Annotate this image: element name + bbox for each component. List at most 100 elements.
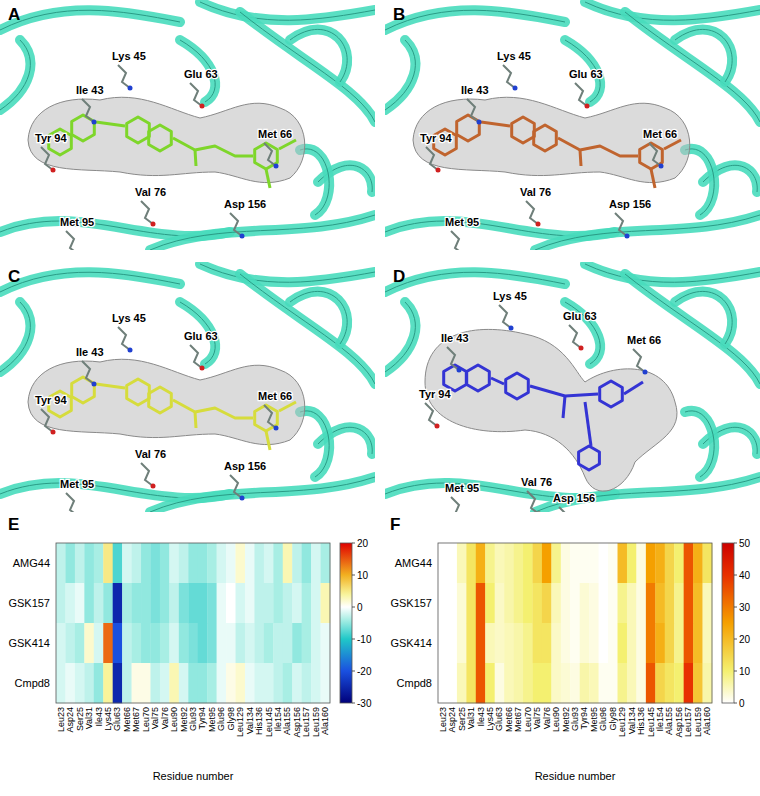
heat-cell [113, 663, 123, 703]
ribbon [200, 264, 375, 282]
heat-cell [570, 583, 580, 623]
heat-cell [84, 583, 94, 623]
heat-cell [608, 583, 618, 623]
residue-label: Tyr 94 [35, 394, 67, 406]
ribbon [385, 10, 565, 30]
residue-label: Ile 43 [441, 332, 469, 344]
structure-panel: Lys 45Glu 63Ile 43Tyr 94Met 66Val 76Asp … [385, 262, 760, 533]
heat-cell [646, 663, 656, 703]
residue-sidechain [425, 403, 437, 426]
ligand-bond [195, 412, 196, 428]
x-axis-label: Residue number [535, 770, 616, 782]
heat-cell [321, 623, 331, 663]
heat-cell [532, 583, 542, 623]
heat-cell [122, 623, 132, 663]
heat-cell [684, 623, 694, 663]
heat-cell [198, 623, 208, 663]
heat-cell [160, 583, 170, 623]
heat-cell [254, 583, 264, 623]
heat-cell [693, 663, 703, 703]
heat-cell [608, 623, 618, 663]
heat-cell [599, 543, 609, 583]
ribbon-edge [0, 40, 30, 110]
heat-cell [56, 623, 66, 663]
heat-cell [179, 543, 189, 583]
heatmap: EAMG44GSK157GSK414Cmpd8Leu23Asp24Ser25Va… [8, 515, 372, 782]
heat-cell [636, 623, 646, 663]
residue-label: Lys 45 [112, 50, 146, 62]
residue-sidechain [526, 201, 538, 224]
residue-atom [92, 382, 97, 387]
ribbon-edge [685, 149, 714, 215]
ribbon-edge [290, 29, 347, 82]
residue-label: Glu 63 [184, 68, 218, 80]
heat-cell [551, 583, 561, 623]
residue-label: Val 76 [135, 448, 166, 460]
residue-sidechain [41, 147, 53, 170]
residue-sidechain [264, 143, 276, 166]
heat-cell [438, 663, 448, 703]
heat-cell [447, 583, 457, 623]
column-label: Ala160 [320, 707, 330, 735]
heat-cell [561, 583, 571, 623]
heat-cell [438, 623, 448, 663]
heat-cell [122, 663, 132, 703]
ribbon-edge [385, 272, 565, 292]
heat-cell [254, 663, 264, 703]
heat-cell [636, 583, 646, 623]
heat-cell [283, 663, 293, 703]
ribbon-edge [290, 291, 347, 344]
heat-cell [169, 583, 179, 623]
colorbar-tick [734, 671, 737, 672]
heat-cell [75, 663, 85, 703]
heat-cell [495, 583, 505, 623]
structure-panel: Lys 45Glu 63Ile 43Tyr 94Met 66Val 76Asp … [385, 0, 760, 257]
heat-cell [514, 583, 524, 623]
heat-cell [457, 663, 467, 703]
heat-cell [207, 583, 217, 623]
ligand-bond [530, 386, 598, 396]
ligand-ring [534, 125, 557, 151]
residue-label: Tyr 94 [35, 132, 67, 144]
panel-background [0, 262, 375, 512]
ribbon [385, 40, 415, 110]
ligand-ring [512, 117, 535, 143]
heat-cell [236, 543, 246, 583]
figure: Lys 45Glu 63Ile 43Tyr 94Met 66Val 76Asp … [0, 0, 760, 796]
colorbar-tick-label: -20 [357, 666, 372, 677]
heat-cell [627, 583, 637, 623]
colorbar-tick-label: 20 [357, 538, 369, 549]
heat-cell [226, 623, 236, 663]
heat-cell [236, 623, 246, 663]
row-label: GSK414 [390, 637, 432, 649]
row-label: Cmpd8 [15, 677, 50, 689]
ligand [49, 377, 296, 450]
ligand-bond [195, 150, 196, 166]
heat-cell [302, 543, 312, 583]
residue-atom [659, 164, 664, 169]
heat-cell [618, 543, 628, 583]
heat-cell [207, 623, 217, 663]
heat-cell [150, 583, 160, 623]
ribbon-edge [0, 10, 180, 30]
ligand-bond [580, 150, 581, 166]
heat-cell [655, 663, 665, 703]
heat-cell [504, 543, 514, 583]
heat-cell [84, 543, 94, 583]
panel-label: D [393, 267, 405, 286]
heat-cell [75, 583, 85, 623]
colorbar-tick-label: 10 [357, 570, 369, 581]
ribbon [535, 215, 760, 250]
heat-cell [179, 583, 189, 623]
residue-sidechain [447, 347, 459, 370]
heat-cell [674, 663, 684, 703]
residue-atom [200, 366, 205, 371]
colorbar-tick-label: 0 [739, 698, 745, 709]
ribbon [585, 264, 760, 282]
ribbon [150, 477, 375, 512]
heat-cell [264, 543, 274, 583]
heat-cell [113, 623, 123, 663]
heat-cell [132, 583, 142, 623]
heat-cell [580, 543, 590, 583]
heat-cell [132, 663, 142, 703]
